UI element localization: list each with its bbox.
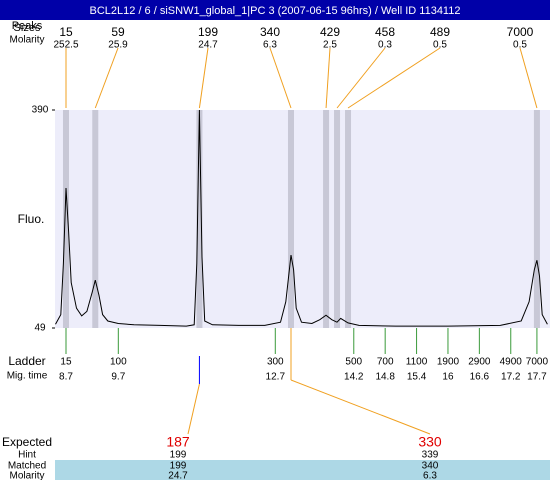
peak-connector [198,47,209,109]
ladder-size: 1100 [406,357,428,368]
ladder-time: 16.6 [470,372,490,383]
peak-connector [94,47,119,109]
ladder-time: 14.2 [344,372,364,383]
ladder-size: 300 [267,357,284,368]
ladder-time: 17.7 [527,372,547,383]
ladder-size: 700 [377,357,394,368]
hint-size: 339 [422,450,439,461]
peak-molarity: 0.5 [513,40,527,51]
expected-size: 187 [166,434,190,450]
ladder-size: 15 [60,357,72,368]
peak-band [287,110,294,328]
y-label: Fluo. [18,212,45,226]
peaks-label: Peaks [12,20,43,32]
title: BCL2L12 / 6 / siSNW1_global_1|PC 3 (2007… [90,5,461,17]
peak-molarity: 24.7 [198,40,218,51]
ladder-size: 1900 [437,357,460,368]
expected-connector [290,379,431,435]
peak-connector [325,47,331,109]
peak-molarity: 0.3 [378,40,392,51]
peak-band [533,110,540,328]
ladder-size: 100 [110,357,127,368]
expected-connector [187,383,200,435]
ladder-size: 500 [345,357,362,368]
peak-molarity: 2.5 [323,40,337,51]
ladder-size: 2900 [468,357,491,368]
peak-size: 7000 [507,25,534,39]
peak-size: 199 [198,25,218,39]
peak-connector [347,47,441,109]
matched-molarity: 24.7 [168,471,188,480]
expected-row-label: Expected [2,435,52,449]
peak-molarity: 6.3 [263,40,277,51]
peak-molarity: 0.5 [433,40,447,51]
title-bar [0,0,550,20]
ladder-time: 16 [442,372,454,383]
peak-size: 340 [260,25,280,39]
mig-time-label: Mig. time [7,371,48,382]
expected-row-label: Molarity [9,471,44,480]
ladder-time: 15.4 [407,372,427,383]
ladder-time: 9.7 [111,372,125,383]
hint-size: 199 [170,450,187,461]
y-tick-label: 49 [34,323,46,334]
peak-size: 15 [59,25,73,39]
peak-band [196,110,203,328]
ladder-time: 12.7 [266,372,286,383]
plot-area [55,110,550,328]
peak-size: 458 [375,25,395,39]
ladder-label: Ladder [8,354,45,368]
expected-size: 330 [418,434,442,450]
ladder-size: 7000 [526,357,549,368]
peak-molarity: 252.5 [53,40,78,51]
peak-band [345,110,352,328]
expected-row-label: Hint [18,450,36,461]
ladder-size: 4900 [500,357,523,368]
peak-connector [519,47,538,109]
peak-molarity: 25.9 [108,40,128,51]
matched-size: 340 [422,461,439,472]
ladder-time: 17.2 [501,372,521,383]
sizes-label: Sizes [14,22,41,34]
peak-band [323,110,330,328]
expected-row-label: Matched [8,461,46,472]
peak-band [62,110,69,328]
peak-connector [336,47,386,109]
peak-connector [269,47,292,109]
ladder-time: 14.8 [375,372,395,383]
y-tick-label: 390 [32,105,49,116]
matched-band [55,460,550,480]
molarity-label: Molarity [9,35,44,46]
trace [55,109,548,327]
peak-band [92,110,99,328]
ladder-time: 8.7 [59,372,73,383]
peak-size: 429 [320,25,340,39]
matched-size: 199 [170,461,187,472]
peak-size: 489 [430,25,450,39]
matched-molarity: 6.3 [423,471,437,480]
peak-band [334,110,341,328]
peak-size: 59 [111,25,125,39]
